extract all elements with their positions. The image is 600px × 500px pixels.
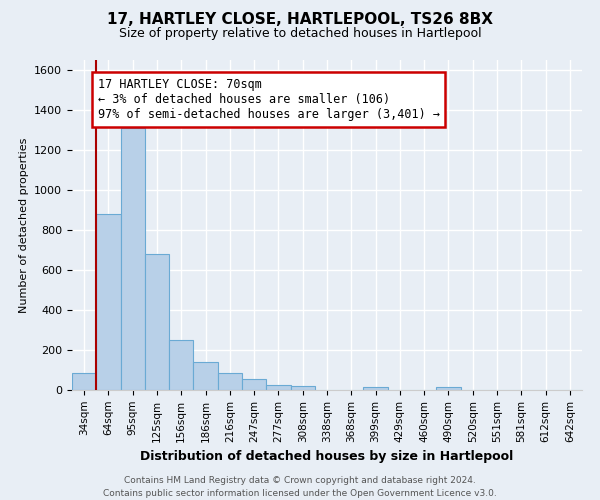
Text: Size of property relative to detached houses in Hartlepool: Size of property relative to detached ho… [119, 28, 481, 40]
Bar [193, 362, 218, 390]
Bar [242, 379, 266, 390]
Text: Contains HM Land Registry data © Crown copyright and database right 2024.
Contai: Contains HM Land Registry data © Crown c… [103, 476, 497, 498]
Bar [169, 340, 193, 390]
Bar [218, 373, 242, 390]
Y-axis label: Number of detached properties: Number of detached properties [19, 138, 29, 312]
Bar [145, 254, 169, 390]
Bar [72, 373, 96, 390]
X-axis label: Distribution of detached houses by size in Hartlepool: Distribution of detached houses by size … [140, 450, 514, 463]
Bar [266, 385, 290, 390]
Bar [364, 387, 388, 390]
Bar [436, 387, 461, 390]
Text: 17 HARTLEY CLOSE: 70sqm
← 3% of detached houses are smaller (106)
97% of semi-de: 17 HARTLEY CLOSE: 70sqm ← 3% of detached… [97, 78, 439, 121]
Bar [290, 386, 315, 390]
Bar [96, 214, 121, 390]
Text: 17, HARTLEY CLOSE, HARTLEPOOL, TS26 8BX: 17, HARTLEY CLOSE, HARTLEPOOL, TS26 8BX [107, 12, 493, 28]
Bar [121, 128, 145, 390]
